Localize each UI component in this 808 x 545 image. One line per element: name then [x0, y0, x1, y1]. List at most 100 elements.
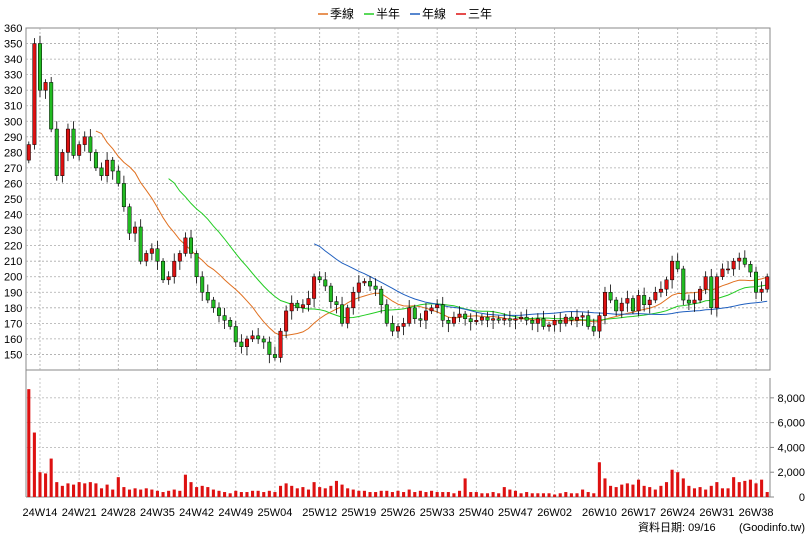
candle-body: [77, 144, 82, 156]
legend: 季線 半年 年線 三年: [318, 6, 492, 21]
candle-body: [82, 136, 87, 145]
candle-body: [306, 298, 311, 305]
candle-body: [681, 268, 686, 301]
candle-body: [295, 302, 300, 309]
candle-body: [88, 136, 93, 153]
candle-body: [312, 276, 317, 299]
volume-tick-label: 0: [799, 492, 805, 504]
x-tick-label: 26W31: [699, 507, 734, 519]
candle-body: [748, 264, 753, 273]
x-tick-label: 25W40: [459, 507, 494, 519]
volume-bar: [150, 489, 154, 497]
volume-bar: [357, 490, 361, 497]
candle-body: [194, 253, 199, 277]
candle-body: [575, 316, 579, 321]
volume-bar: [715, 482, 719, 497]
candle-body: [110, 159, 115, 172]
candle-body: [71, 128, 76, 156]
candle-body: [351, 292, 356, 309]
candle-body: [99, 167, 104, 176]
candle-body: [323, 279, 328, 287]
volume-tick-label: 6,000: [777, 418, 805, 430]
candle-body: [597, 315, 602, 332]
volume-bar: [60, 485, 64, 497]
volume-bar: [402, 492, 406, 497]
volume-bar: [88, 482, 92, 497]
volume-bar: [228, 493, 232, 497]
volume-bar: [726, 488, 730, 497]
volume-bar: [681, 478, 685, 497]
candle-body: [463, 313, 468, 319]
x-tick-label: 24W35: [140, 507, 175, 519]
candle-body: [334, 301, 339, 305]
candle-body: [54, 128, 59, 176]
candle-body: [765, 276, 770, 290]
candle-body: [614, 299, 619, 312]
legend-label-3: 三年: [468, 7, 492, 21]
volume-bar: [116, 477, 120, 497]
candle-body: [272, 354, 277, 358]
candle-body: [138, 226, 143, 262]
candle-body: [105, 159, 110, 176]
candle-body: [502, 318, 507, 321]
candle-body: [429, 307, 434, 312]
volume-bar: [581, 489, 585, 497]
candle-body: [250, 335, 255, 340]
candle-body: [726, 268, 731, 271]
candle-body: [664, 279, 669, 290]
volume-bar: [407, 489, 411, 497]
volume-bar: [273, 492, 277, 497]
candle-body: [396, 326, 400, 332]
candle-body: [630, 298, 635, 312]
volume-bar: [374, 492, 378, 497]
volume-bar: [754, 483, 758, 497]
volume-bar: [122, 487, 126, 497]
candle-body: [507, 318, 512, 321]
price-tick-label: 180: [4, 303, 22, 315]
price-tick-label: 270: [4, 163, 22, 175]
volume-bar: [452, 493, 456, 497]
volume-bar: [592, 493, 596, 497]
price-tick-label: 260: [4, 178, 22, 190]
volume-bar: [642, 485, 646, 497]
candle-body: [675, 260, 680, 270]
volume-bar: [558, 493, 562, 497]
volume-bar: [687, 485, 691, 497]
volume-bar: [351, 489, 355, 497]
candle-body: [328, 285, 333, 302]
volume-bar: [66, 483, 70, 497]
volume-bar: [720, 488, 724, 497]
candle-body: [407, 307, 412, 324]
volume-bar: [620, 484, 624, 497]
candle-body: [485, 316, 490, 321]
candle-body: [535, 318, 540, 324]
volume-bar: [748, 479, 752, 497]
candle-body: [423, 310, 428, 321]
volume-bar: [508, 489, 512, 497]
candle-body: [591, 326, 596, 332]
volume-bar: [301, 487, 305, 497]
candle-body: [709, 276, 714, 309]
volume-bar: [564, 492, 568, 497]
price-tick-label: 240: [4, 210, 22, 222]
volume-bar: [704, 489, 708, 497]
candle-body: [284, 310, 289, 332]
candle-body: [686, 299, 691, 304]
candle-body: [519, 316, 524, 319]
candle-body: [127, 206, 132, 234]
candle-body: [379, 288, 384, 305]
candle-body: [524, 316, 529, 321]
candle-body: [451, 316, 456, 324]
volume-bar: [637, 479, 641, 497]
candle-body: [65, 128, 70, 153]
price-tick-label: 350: [4, 39, 22, 51]
volume-bar: [424, 492, 428, 497]
volume-bar: [99, 488, 104, 497]
candle-body: [625, 298, 630, 304]
x-tick-label: 25W47: [498, 507, 533, 519]
volume-bar: [614, 487, 618, 497]
volume-bar: [390, 492, 394, 497]
price-tick-label: 360: [4, 23, 22, 35]
volume-bar: [144, 488, 148, 497]
